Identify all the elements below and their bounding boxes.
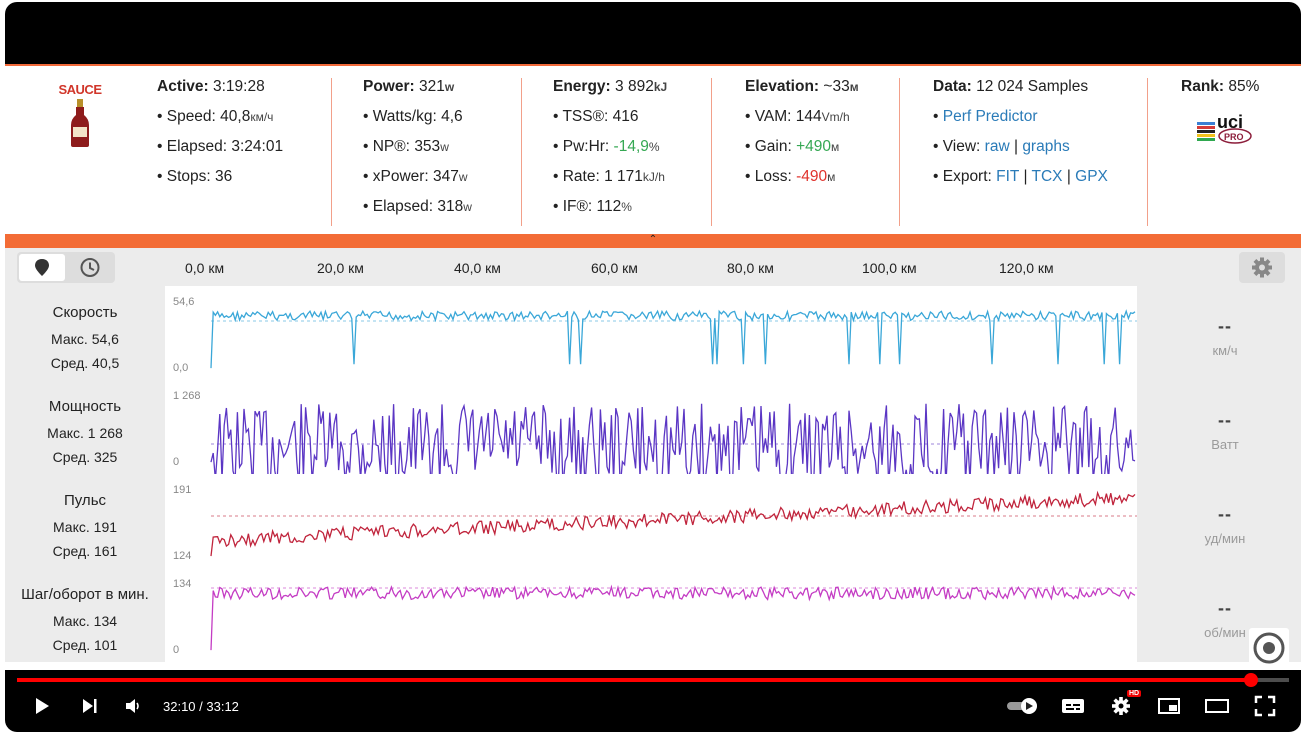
clock-icon[interactable]	[67, 254, 113, 281]
heartrate-current: -- уд/мин	[1204, 504, 1246, 546]
svg-text:uci: uci	[1217, 112, 1243, 132]
fullscreen-button[interactable]	[1249, 692, 1281, 720]
perf-predictor-link[interactable]: Perf Predictor	[942, 108, 1038, 125]
sauce-logo: SAUCE	[45, 82, 115, 154]
distance-tick: 0,0 км	[185, 260, 225, 276]
hd-badge: HD	[1127, 690, 1142, 697]
speed-plot[interactable]: 54,6 0,0	[165, 286, 1137, 380]
heartrate-chart-row: Пульс Макс. 191 Сред. 161 191 124 -- уд/…	[5, 474, 1301, 568]
progress-fill	[17, 678, 1251, 682]
progress-scrubber[interactable]	[1243, 673, 1258, 687]
elevation-column: Elevation: ~33м • VAM: 144Vm/h • Gain: +…	[745, 78, 859, 185]
miniplayer-button[interactable]	[1153, 692, 1185, 720]
column-divider	[899, 78, 900, 226]
distance-mode-button[interactable]	[19, 254, 65, 281]
column-divider	[1147, 78, 1148, 226]
distance-axis-row: 0,0 км 20,0 км 40,0 км 60,0 км 80,0 км 1…	[5, 248, 1301, 286]
fullscreen-icon	[1254, 695, 1276, 717]
skip-next-icon	[83, 699, 97, 713]
heartrate-plot[interactable]: 191 124	[165, 474, 1137, 568]
active-column: Active: 3:19:28 • Speed: 40,8км/ч • Elap…	[157, 78, 284, 185]
distance-tick: 120,0 км	[999, 260, 1054, 276]
gear-icon	[1252, 257, 1272, 278]
distance-tick: 20,0 км	[317, 260, 364, 276]
map-pin-icon	[35, 259, 49, 276]
chart-settings-button[interactable]	[1239, 252, 1285, 283]
video-frame: SAUCE Active: 3:19:28 • Speed: 40,8км/ч …	[5, 64, 1301, 670]
speed-chart-row: Скорость Макс. 54,6 Сред. 40,5 54,6 0,0 …	[5, 286, 1301, 380]
subtitles-button[interactable]	[1057, 692, 1089, 720]
cadence-plot[interactable]: 134 0	[165, 568, 1137, 662]
rank-column: Rank: 85% uci PRO	[1181, 78, 1259, 153]
power-line	[210, 403, 1137, 474]
channel-watermark[interactable]	[1249, 628, 1289, 668]
theater-icon	[1205, 699, 1229, 713]
series-trace	[210, 403, 1136, 474]
autoplay-toggle[interactable]	[1003, 692, 1043, 720]
settings-button[interactable]: HD	[1105, 690, 1142, 720]
power-plot[interactable]: 1 268 0	[165, 380, 1137, 474]
settings-gear-icon	[1112, 697, 1130, 715]
distance-tick: 40,0 км	[454, 260, 501, 276]
distance-tick: 80,0 км	[727, 260, 774, 276]
series-trace	[210, 309, 1136, 369]
column-divider	[521, 78, 522, 226]
sauce-bottle-icon	[71, 99, 89, 147]
volume-icon	[126, 699, 139, 713]
collapse-bar[interactable]	[5, 234, 1301, 248]
power-chart-label: Мощность Макс. 1 268 Сред. 325	[47, 398, 123, 465]
heartrate-chart-label: Пульс Макс. 191 Сред. 161	[52, 492, 118, 559]
progress-bar[interactable]	[17, 673, 1289, 687]
export-gpx-link[interactable]: GPX	[1075, 168, 1108, 185]
play-icon	[36, 698, 49, 714]
autoplay-icon	[1007, 698, 1037, 714]
series-trace	[210, 584, 1136, 651]
power-current: -- Ватт	[1211, 410, 1239, 452]
power-chart-row: Мощность Макс. 1 268 Сред. 325 1 268 0 -…	[5, 380, 1301, 474]
theater-mode-button[interactable]	[1201, 692, 1233, 720]
data-column: Data: 12 024 Samples • Perf Predictor • …	[933, 78, 1108, 185]
power-column: Power: 321w • Watts/kg: 4,6 • NP®: 353w …	[363, 78, 472, 215]
time-display: 32:10 / 33:12	[163, 699, 239, 714]
view-graphs-link[interactable]: graphs	[1022, 138, 1070, 155]
svg-text:PRO: PRO	[1224, 132, 1244, 142]
speed-chart-label: Скорость Макс. 54,6 Сред. 40,5	[50, 304, 120, 371]
cadence-current: -- об/мин	[1204, 598, 1246, 640]
distance-tick: 60,0 км	[591, 260, 638, 276]
export-tcx-link[interactable]: TCX	[1031, 168, 1063, 185]
series-trace	[210, 490, 1136, 557]
distance-tick: 100,0 км	[862, 260, 917, 276]
subtitles-icon	[1062, 699, 1084, 713]
uci-pro-badge-icon: uci PRO	[1197, 112, 1252, 144]
speed-line	[210, 309, 1137, 369]
collapse-chevron-icon[interactable]: ⌃	[648, 234, 658, 245]
video-player[interactable]: SAUCE Active: 3:19:28 • Speed: 40,8км/ч …	[5, 2, 1301, 732]
axis-mode-toggle[interactable]	[17, 252, 115, 283]
channel-logo-icon	[1253, 632, 1285, 664]
play-button[interactable]	[25, 692, 57, 720]
heartrate-line	[210, 490, 1137, 557]
stats-header: SAUCE Active: 3:19:28 • Speed: 40,8км/ч …	[5, 64, 1301, 234]
cadence-line	[210, 584, 1137, 651]
column-divider	[711, 78, 712, 226]
mute-button[interactable]	[117, 692, 149, 720]
cadence-chart-row: Шаг/оборот в мин. Макс. 134 Сред. 101 13…	[5, 568, 1301, 662]
cadence-chart-label: Шаг/оборот в мин. Макс. 134 Сред. 101	[21, 586, 149, 653]
speed-current: -- км/ч	[1212, 316, 1238, 358]
view-raw-link[interactable]: raw	[984, 138, 1010, 155]
export-fit-link[interactable]: FIT	[996, 168, 1020, 185]
energy-column: Energy: 3 892kJ • TSS®: 416 • Pw:Hr: -14…	[553, 78, 668, 215]
next-button[interactable]	[73, 692, 105, 720]
column-divider	[331, 78, 332, 226]
miniplayer-icon	[1158, 698, 1180, 714]
logo-text: SAUCE	[58, 82, 102, 97]
